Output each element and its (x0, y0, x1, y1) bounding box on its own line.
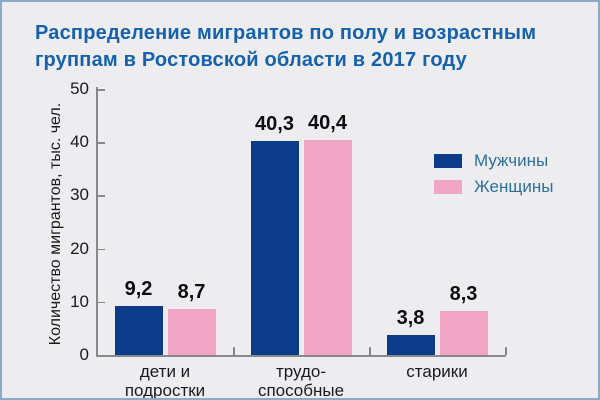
y-tick-label: 40 (70, 132, 89, 152)
value-label: 8,7 (177, 280, 206, 303)
legend-item-men: Мужчины (434, 152, 553, 169)
y-tick (97, 195, 105, 197)
chart-title: Распределение мигрантов по полу и возрас… (35, 20, 536, 74)
x-tick (233, 347, 235, 355)
women-color-swatch (434, 179, 462, 194)
category-label-line: трудо- (275, 362, 327, 381)
legend-item-women: Женщины (434, 178, 553, 195)
x-tick (505, 347, 507, 355)
legend-label-men: Мужчины (474, 151, 549, 170)
chart-title-line-2: группам в Ростовской области в 2017 году (35, 49, 467, 71)
y-tick-label: 50 (70, 79, 89, 98)
category-label-line: дети и (139, 362, 191, 381)
chart-title-line-1: Распределение мигрантов по полу и возрас… (35, 22, 537, 44)
y-axis-line (96, 87, 98, 356)
y-tick-label: 20 (70, 238, 89, 258)
value-label: 40,3 (255, 112, 294, 135)
men-color-swatch (434, 153, 462, 168)
value-label: 8,3 (449, 282, 478, 305)
x-axis-line (96, 355, 506, 357)
y-axis-title: Количество мигрантов, тыс. чел. (47, 102, 64, 346)
y-tick-label: 30 (70, 185, 89, 205)
x-tick (369, 347, 371, 355)
bar-men-0 (114, 306, 163, 355)
bar-women-2 (439, 310, 488, 355)
y-tick (97, 301, 105, 304)
legend: Мужчины Женщины (434, 152, 553, 204)
bar-women-1 (303, 140, 352, 355)
category-label-0: дети и подростки (95, 362, 235, 400)
y-tick-label: 10 (70, 291, 89, 311)
y-tick (97, 355, 105, 357)
y-tick (97, 142, 105, 144)
bar-women-0 (167, 308, 216, 355)
category-label-1: трудо-способные (231, 362, 371, 400)
category-label-line: способные (257, 381, 345, 400)
y-tick-label: 0 (79, 345, 89, 364)
category-label-line: старики (406, 362, 468, 381)
y-tick (97, 248, 105, 251)
category-label-2: старики (367, 362, 507, 381)
value-label: 9,2 (124, 278, 153, 301)
y-tick (97, 89, 105, 91)
bar-men-2 (386, 334, 435, 355)
category-label-line: подростки (124, 381, 206, 400)
value-label: 40,4 (308, 112, 347, 135)
value-label: 3,8 (396, 306, 425, 329)
legend-label-women: Женщины (474, 177, 554, 196)
bar-men-1 (250, 140, 299, 355)
